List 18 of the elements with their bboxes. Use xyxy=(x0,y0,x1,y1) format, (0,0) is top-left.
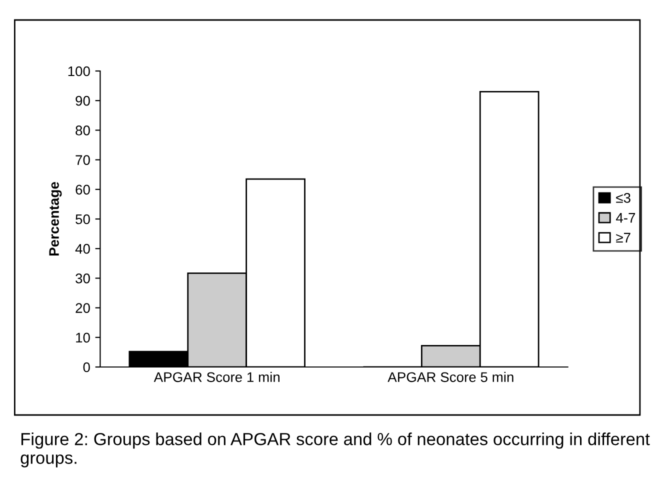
y-tick-label: 70 xyxy=(76,155,90,165)
y-tick-label: 50 xyxy=(76,214,90,224)
y-tick-label: 10 xyxy=(76,332,90,343)
y-tick-label: 90 xyxy=(76,96,90,106)
legend-label: ≤3 xyxy=(616,193,630,203)
y-tick-label: 30 xyxy=(76,274,90,284)
x-tick-label: APGAR Score 5 min xyxy=(388,372,514,382)
y-tick-label: 20 xyxy=(76,303,90,313)
y-tick-label: 100 xyxy=(68,66,90,76)
legend-label: 4-7 xyxy=(616,213,636,223)
legend-label: ≥7 xyxy=(616,232,630,242)
y-tick-label: 60 xyxy=(76,184,90,195)
y-tick-label: 0 xyxy=(83,362,90,372)
y-tick-label: 40 xyxy=(75,244,90,254)
y-axis-title: Percentage xyxy=(49,182,62,256)
x-tick-label: APGAR Score 1 min xyxy=(154,372,280,382)
caption: Figure 2: Groups based on APGAR score and % of neonates occurring in different groups. xyxy=(20,432,650,468)
y-tick-label: 80 xyxy=(76,126,90,136)
